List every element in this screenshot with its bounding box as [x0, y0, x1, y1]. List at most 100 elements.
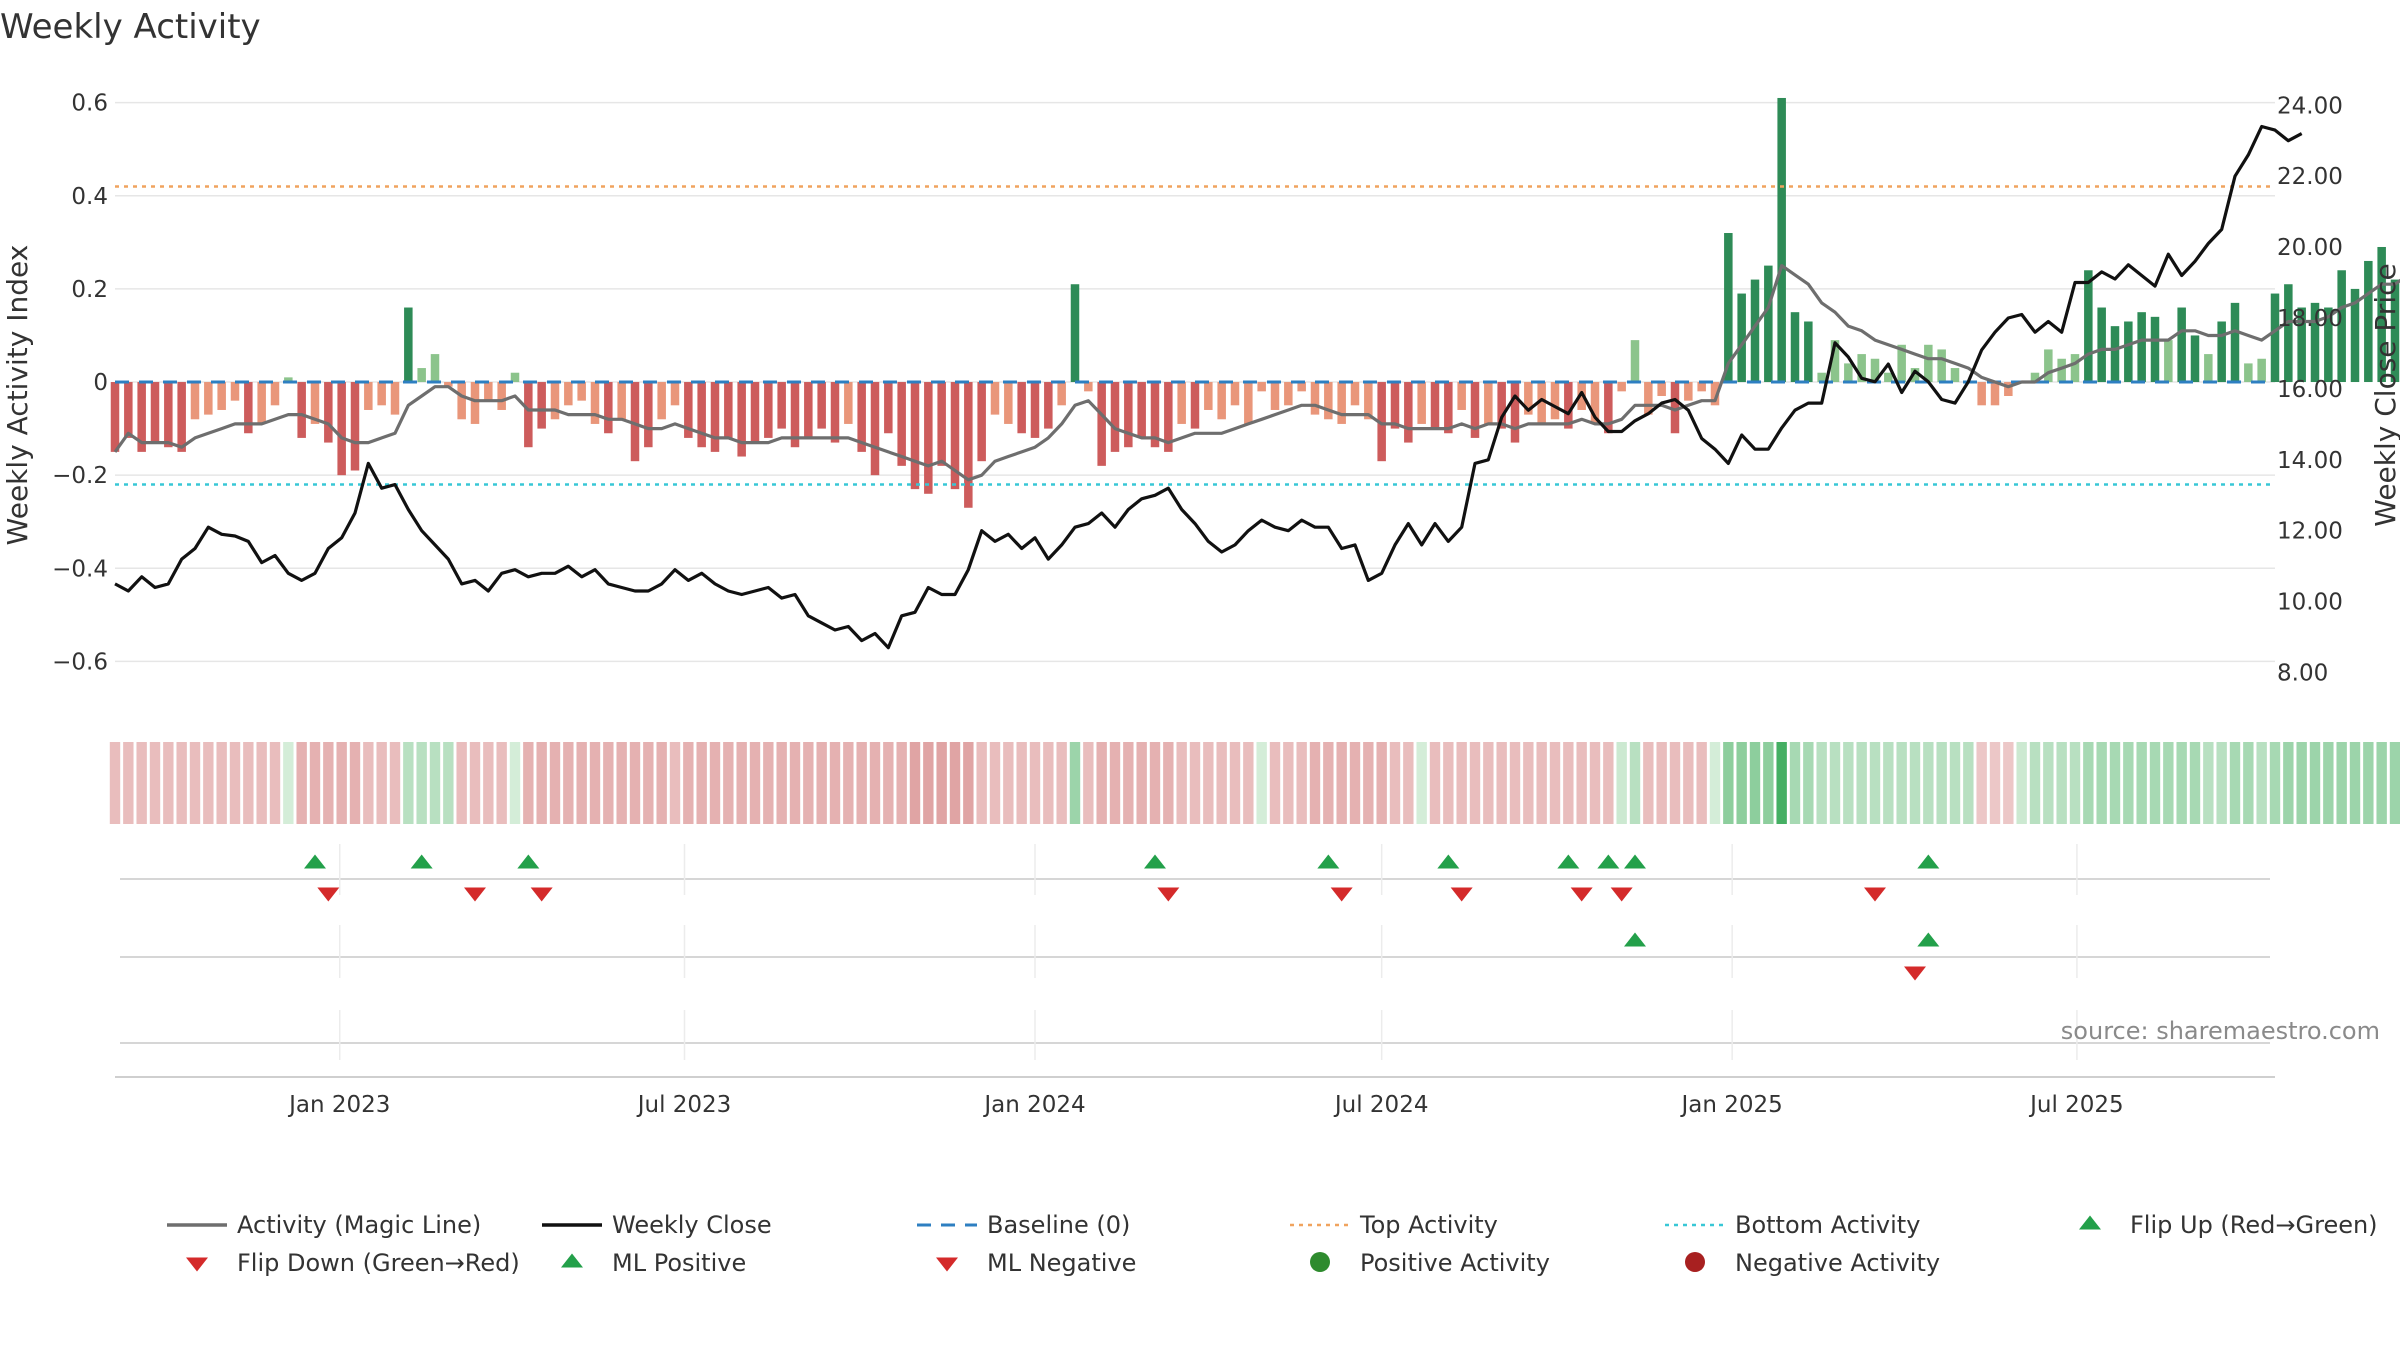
heat-cell — [2096, 742, 2107, 824]
activity-bar — [1977, 382, 1986, 406]
legend-item: Negative Activity — [1685, 1249, 1940, 1277]
activity-bar — [1364, 382, 1373, 420]
activity-bar — [830, 382, 840, 443]
heat-cell — [1363, 742, 1374, 824]
heat-cell — [1629, 742, 1641, 824]
heat-cell — [443, 742, 454, 824]
heat-cell — [963, 742, 974, 824]
activity-bar — [617, 382, 626, 420]
activity-bar — [1804, 321, 1813, 383]
activity-bar — [497, 382, 506, 410]
activity-bar — [2217, 321, 2226, 383]
x-tick-label: Jul 2025 — [2028, 1092, 2124, 1118]
legend-label: Flip Down (Green→Red) — [237, 1249, 520, 1277]
activity-bar — [337, 382, 346, 476]
activity-bar — [204, 382, 213, 415]
left-tick-label: 0.4 — [71, 184, 108, 210]
activity-bar — [1004, 382, 1013, 424]
heat-cell — [309, 742, 321, 824]
right-axis-label: Weekly Close Price — [2369, 263, 2400, 526]
heat-cell — [1749, 742, 1761, 824]
activity-bar — [1110, 382, 1120, 452]
activity-bar — [270, 382, 280, 406]
heat-cell — [1336, 742, 1347, 824]
heat-cell — [1696, 742, 1707, 824]
heat-cell — [1056, 742, 1067, 824]
activity-bar — [470, 382, 480, 424]
activity-bar — [1644, 382, 1653, 415]
x-tick-label: Jul 2024 — [1333, 1092, 1429, 1118]
activity-bar — [150, 382, 160, 443]
activity-bar — [524, 382, 533, 448]
legend-item: Top Activity — [1290, 1211, 1498, 1239]
flip-down-marker — [1570, 887, 1593, 902]
activity-bar — [1204, 382, 1213, 410]
heat-cell — [976, 742, 987, 824]
heat-cell — [416, 742, 427, 824]
legend-label: ML Negative — [987, 1249, 1136, 1277]
activity-bar — [284, 377, 293, 383]
activity-bar — [1017, 382, 1026, 434]
heat-cell — [856, 742, 867, 824]
activity-bar — [1897, 344, 1906, 383]
activity-bar — [1137, 382, 1146, 438]
activity-bar — [884, 382, 893, 434]
legend-item: Baseline (0) — [917, 1211, 1130, 1239]
heat-cell — [1096, 742, 1107, 824]
heat-cell — [2309, 742, 2321, 824]
activity-bar — [1337, 382, 1346, 424]
activity-bar — [190, 382, 200, 420]
flip-down-marker — [1450, 887, 1473, 902]
activity-bar — [297, 382, 306, 438]
heat-cell — [456, 742, 467, 824]
ml-negative-marker — [1904, 966, 1926, 981]
heat-cell — [2229, 742, 2241, 824]
activity-bar — [404, 307, 413, 383]
heat-cell — [376, 742, 387, 824]
heat-cell — [1669, 742, 1681, 824]
signal-vertical-gridlines — [339, 844, 2078, 1060]
activity-bar — [1484, 382, 1493, 424]
activity-bar — [2164, 340, 2173, 383]
legend-swatch — [936, 1257, 958, 1272]
heat-cell — [1243, 742, 1254, 824]
heat-cell — [709, 742, 721, 824]
activity-bar — [1457, 382, 1466, 410]
activity-bar — [1937, 349, 1946, 383]
legend-item: Bottom Activity — [1665, 1211, 1920, 1239]
heat-cell — [589, 742, 601, 824]
activity-bar — [1284, 382, 1293, 406]
activity-bar — [1604, 382, 1613, 434]
activity-heat-strip — [109, 742, 2400, 824]
signal-panels — [115, 878, 2275, 1078]
heat-cell — [123, 742, 134, 824]
heat-cell — [1909, 742, 1921, 824]
activity-bar — [1750, 279, 1760, 383]
activity-bar — [1577, 382, 1586, 410]
heat-cell — [283, 742, 294, 824]
heat-cell — [843, 742, 854, 824]
legend-item: ML Positive — [561, 1249, 746, 1277]
activity-bar — [310, 382, 320, 424]
left-tick-label: 0 — [93, 370, 108, 396]
right-tick-label: 18.00 — [2277, 306, 2343, 332]
heat-cell — [1603, 742, 1614, 824]
heat-cell — [2069, 742, 2081, 824]
right-tick-label: 20.00 — [2277, 235, 2343, 261]
activity-bar — [910, 382, 920, 490]
activity-bar — [857, 382, 866, 452]
heat-cell — [389, 742, 401, 824]
flip-down-marker — [1330, 887, 1353, 902]
heat-cell — [2256, 742, 2267, 824]
heat-cell — [1989, 742, 2001, 824]
activity-bar — [644, 382, 653, 448]
heat-cell — [1003, 742, 1014, 824]
heat-cell — [1069, 742, 1081, 824]
heat-cell — [1976, 742, 1987, 824]
heat-cell — [2003, 742, 2014, 824]
heat-cell — [576, 742, 587, 824]
heat-cell — [1203, 742, 1214, 824]
activity-bar — [590, 382, 600, 424]
heat-cell — [1229, 742, 1241, 824]
heat-cell — [1189, 742, 1201, 824]
